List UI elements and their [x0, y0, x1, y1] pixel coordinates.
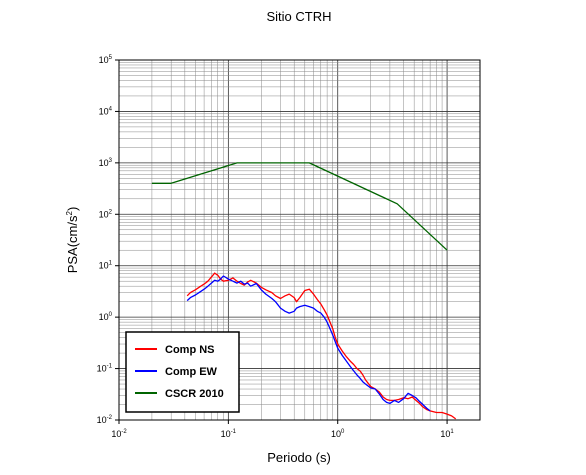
y-axis-label: PSA(cm/s2)	[65, 207, 80, 274]
y-tick-exponent: 0	[109, 312, 113, 318]
y-axis-label-close: )	[65, 207, 80, 211]
x-tick-base: 10	[221, 429, 231, 439]
y-tick-exponent: 3	[109, 158, 113, 164]
y-tick-base: 10	[97, 415, 107, 425]
y-tick-exponent: 5	[109, 55, 113, 61]
y-tick-label: 105	[99, 55, 113, 65]
legend-label-3: CSCR 2010	[165, 388, 224, 400]
y-tick-base: 10	[99, 312, 109, 322]
y-axis-label-main: PSA(cm/s	[65, 215, 80, 273]
y-tick-label: 10-1	[97, 364, 113, 374]
y-tick-base: 10	[99, 158, 109, 168]
plot-frame	[118, 59, 481, 421]
x-tick-label: 10-1	[221, 429, 237, 439]
x-tick-base: 10	[331, 429, 341, 439]
x-tick-labels: 10-2 10-1 100 101	[111, 429, 454, 439]
x-tick-base: 10	[440, 429, 450, 439]
y-tick-exponent: 4	[109, 106, 113, 112]
y-tick-base: 10	[99, 55, 109, 65]
x-tick-label: 100	[331, 429, 345, 439]
y-tick-label: 103	[99, 158, 113, 168]
y-tick-base: 10	[99, 261, 109, 271]
y-tick-label: 104	[99, 106, 113, 116]
series-line-3	[151, 162, 448, 251]
x-axis-label: Periodo (s)	[267, 450, 331, 465]
legend: Comp NS Comp EW CSCR 2010	[125, 331, 240, 413]
y-tick-exponent: -1	[107, 364, 113, 370]
y-tick-label: 100	[99, 312, 113, 322]
x-tick-base: 10	[111, 429, 121, 439]
x-tick-exponent: -1	[231, 429, 237, 435]
y-tick-base: 10	[99, 209, 109, 219]
y-tick-label: 101	[99, 261, 113, 271]
y-tick-label: 10-2	[97, 415, 113, 425]
y-tick-exponent: -2	[107, 415, 113, 421]
x-tick-label: 10-2	[111, 429, 127, 439]
legend-label-2: Comp EW	[165, 366, 218, 378]
y-tick-base: 10	[97, 364, 107, 374]
legend-label-1: Comp NS	[165, 344, 215, 356]
y-tick-label: 102	[99, 209, 113, 219]
y-tick-exponent: 1	[109, 261, 113, 267]
chart-title: Sitio CTRH	[266, 9, 331, 24]
x-tick-exponent: -2	[121, 429, 127, 435]
series-line-2	[186, 275, 431, 412]
y-tick-base: 10	[99, 106, 109, 116]
y-tick-exponent: 2	[109, 209, 113, 215]
y-axis-label-exponent: 2	[65, 211, 74, 216]
x-tick-exponent: 1	[450, 429, 454, 435]
x-tick-exponent: 0	[341, 429, 345, 435]
x-tick-label: 101	[440, 429, 454, 439]
series-layer	[151, 162, 457, 420]
